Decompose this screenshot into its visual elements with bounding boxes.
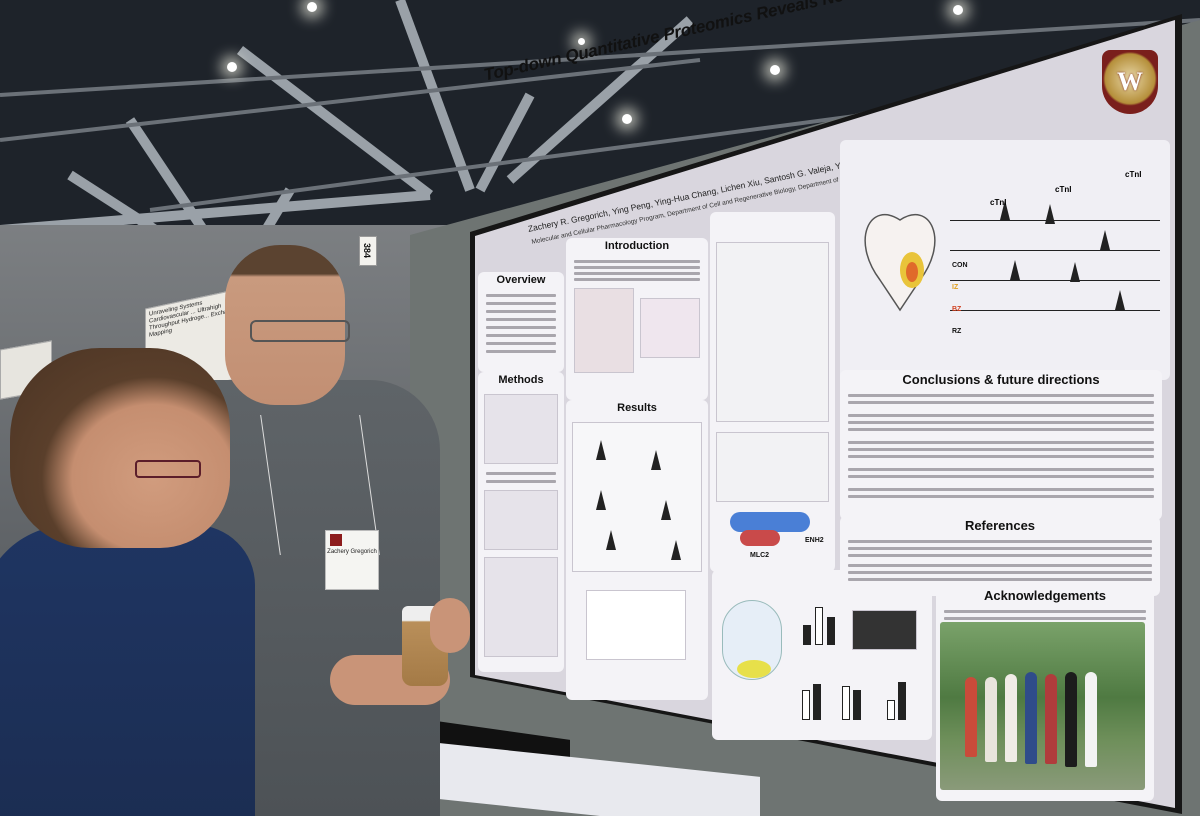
conclusions-panel: Conclusions & future directions — [840, 370, 1162, 520]
presenter-head — [225, 245, 345, 405]
introduction-heading: Introduction — [604, 240, 670, 252]
overview-panel: Overview — [478, 272, 564, 372]
viewer-sweater — [0, 525, 255, 816]
ctni-label-1: cTnI — [990, 198, 1007, 207]
mlc2-label: MLC2 — [750, 552, 770, 559]
row-label-iz: IZ — [952, 284, 959, 291]
localization-panel: ENH2 MLC2 — [710, 212, 835, 572]
badge-name: Zachery Gregorich — [327, 549, 377, 555]
viewer-head — [10, 348, 230, 548]
presenter-hand-cup — [430, 598, 470, 653]
lab-group-photo — [940, 622, 1145, 790]
introduction-panel: Introduction — [566, 238, 708, 400]
ctni-row-labels: CON IZ BZ RZ — [952, 255, 968, 343]
references-heading: References — [964, 518, 1036, 533]
ctni-label-3: cTnI — [1125, 170, 1142, 179]
ceiling-light — [578, 38, 585, 45]
results-heading: Results — [617, 402, 657, 414]
references-panel: References — [840, 516, 1160, 596]
ceiling-light — [307, 2, 317, 12]
acknowledgements-heading: Acknowledgements — [983, 588, 1107, 603]
row-label-rz: RZ — [952, 328, 962, 335]
ceiling-light — [953, 5, 963, 15]
ceiling-light — [227, 62, 237, 72]
presenter-glasses — [250, 320, 350, 342]
methods-heading: Methods — [498, 374, 544, 386]
row-label-bz: BZ — [952, 306, 962, 313]
university-crest-icon: W — [1102, 50, 1158, 114]
methods-panel: Methods — [478, 372, 564, 672]
conclusions-heading: Conclusions & future directions — [902, 372, 1100, 387]
ctni-figure-panel: cTnI cTnI cTnI CON IZ BZ RZ — [840, 140, 1170, 380]
row-label-con: CON — [952, 262, 968, 269]
ctni-heart-diagram — [864, 213, 936, 312]
signaling-panel — [712, 570, 932, 740]
enh2-label: ENH2 — [805, 537, 824, 544]
overview-heading: Overview — [496, 274, 546, 286]
ceiling-light — [770, 65, 780, 75]
badge-logo-icon — [330, 534, 342, 546]
ctni-spectra — [950, 190, 1160, 340]
name-badge: Zachery Gregorich — [325, 530, 379, 590]
results-panel: Results — [566, 400, 708, 700]
viewer-glasses — [135, 460, 201, 478]
ceiling-light — [622, 114, 632, 124]
ctni-label-2: cTnI — [1055, 185, 1072, 194]
booth-number-sign: 384 — [359, 236, 377, 266]
